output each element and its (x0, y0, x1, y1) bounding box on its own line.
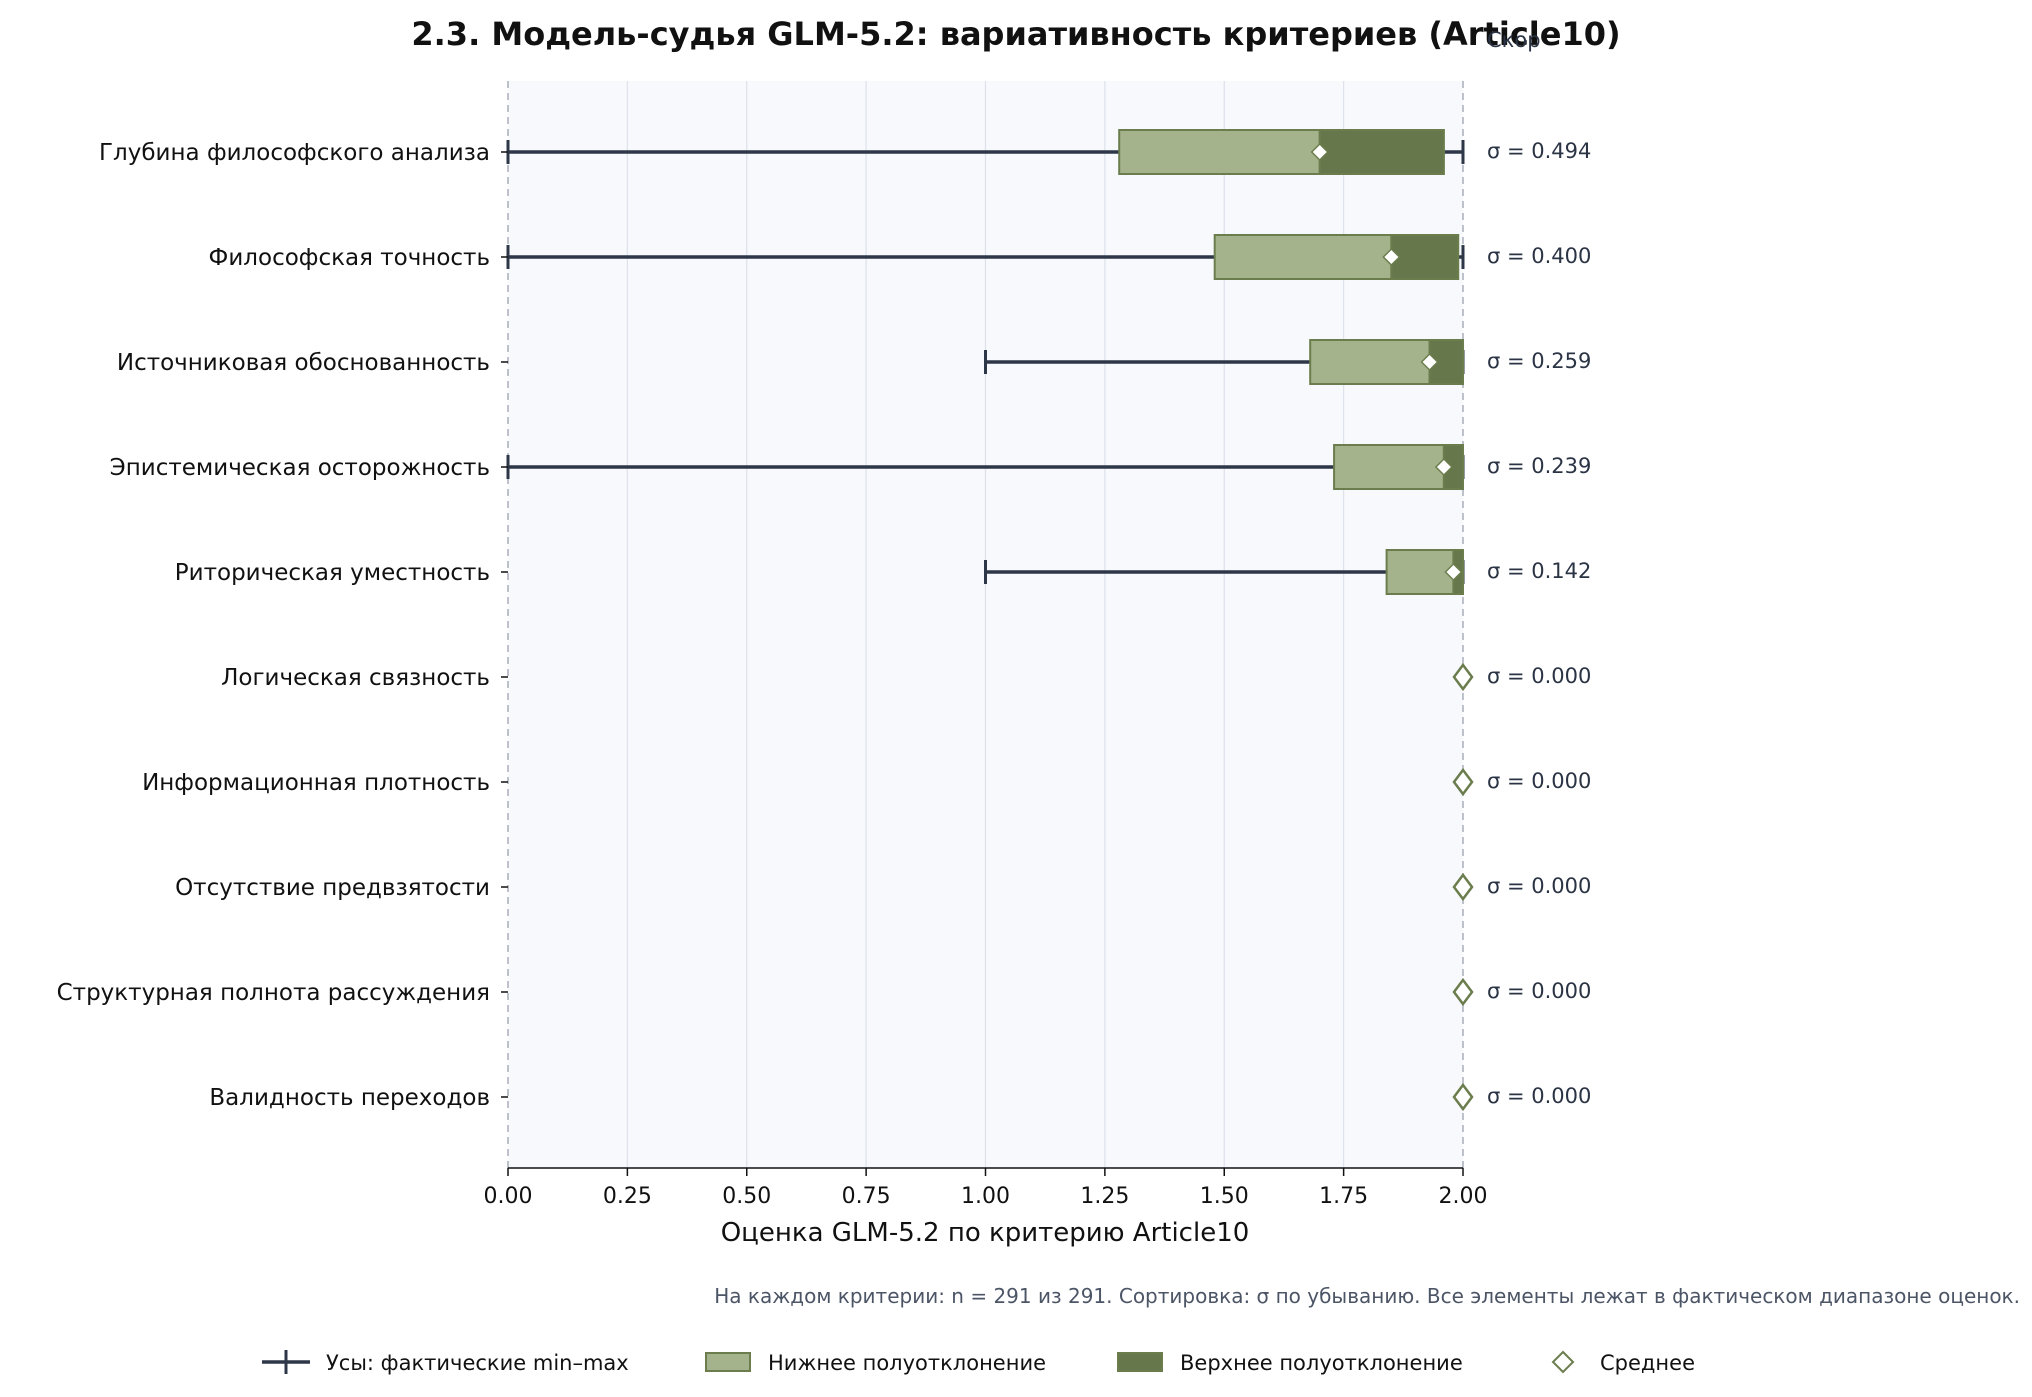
category-label: Информационная плотность (142, 770, 490, 796)
lower-semideviation-box (1333, 444, 1445, 490)
mean-marker (1452, 1082, 1474, 1112)
lower-semideviation-box (1385, 549, 1455, 595)
category-label: Глубина философского анализа (99, 140, 490, 166)
category-label: Эпистемическая осторожность (110, 455, 490, 481)
mean-marker (1310, 142, 1329, 162)
legend-label: Верхнее полуотклонение (1180, 1351, 1463, 1375)
x-tick-label: 0.00 (484, 1184, 533, 1209)
x-tick-label: 1.50 (1200, 1184, 1249, 1209)
x-tick-label: 0.50 (722, 1184, 771, 1209)
sigma-label: σ = 0.000 (1487, 664, 1591, 688)
sigma-label: σ = 0.239 (1487, 454, 1591, 478)
lower-semideviation-box (1213, 234, 1393, 280)
x-tick-label: 1.75 (1319, 1184, 1368, 1209)
legend-label: Нижнее полуотклонение (768, 1351, 1046, 1375)
mean-marker (1452, 872, 1474, 902)
sigma-label: σ = 0.000 (1487, 979, 1591, 1003)
category-label: Логическая связность (221, 665, 490, 691)
category-label: Риторическая уместность (175, 560, 490, 586)
upper-semideviation-box (1318, 129, 1445, 175)
x-tick-label: 1.25 (1080, 1184, 1129, 1209)
category-label: Структурная полнота рассуждения (57, 980, 490, 1006)
x-tick-label: 2.00 (1439, 1184, 1488, 1209)
sigma-labels: σ = 0.494 σ = 0.400 σ = 0.259 σ = 0.239 σ = … (1487, 139, 1591, 1108)
x-axis: 0.00 0.25 0.50 0.75 1.00 1.25 1.50 1.75 2.00 (484, 1167, 1488, 1209)
corner-label: Скор (1487, 28, 1541, 52)
x-tick-label: 1.00 (961, 1184, 1010, 1209)
mean-marker (1452, 767, 1474, 797)
category-label: Отсутствие предвзятости (175, 875, 490, 901)
legend: Усы: фактические min–max Нижнее полуоткло… (262, 1350, 1695, 1375)
sigma-label: σ = 0.000 (1487, 1084, 1591, 1108)
category-label: Валидность переходов (209, 1085, 490, 1111)
sigma-label: σ = 0.000 (1487, 874, 1591, 898)
legend-upper-swatch (1117, 1352, 1163, 1372)
legend-label: Усы: фактические min–max (326, 1351, 629, 1375)
sigma-label: σ = 0.000 (1487, 769, 1591, 793)
category-label: Философская точность (209, 245, 490, 271)
sigma-label: σ = 0.259 (1487, 349, 1591, 373)
mean-marker (1382, 247, 1401, 267)
category-label: Источниковая обоснованность (117, 350, 490, 376)
sigma-label: σ = 0.142 (1487, 559, 1591, 583)
chart-title: 2.3. Модель-судья GLM-5.2: вариативность… (411, 15, 1620, 53)
mean-marker (1452, 662, 1474, 692)
x-axis-label: Оценка GLM-5.2 по критерию Article10 (721, 1218, 1250, 1248)
category-labels: Глубина философского анализа Философская … (57, 140, 508, 1111)
x-tick-label: 0.75 (842, 1184, 891, 1209)
mean-marker (1452, 977, 1474, 1007)
sigma-label: σ = 0.400 (1487, 244, 1591, 268)
legend-label: Среднее (1600, 1351, 1695, 1375)
mean-marker (1434, 457, 1453, 477)
legend-mean-swatch (1551, 1350, 1575, 1374)
data-marks (506, 129, 1474, 1112)
mean-marker (1420, 352, 1439, 372)
lower-semideviation-box (1118, 129, 1321, 175)
lower-semideviation-box (1309, 339, 1431, 385)
sigma-label: σ = 0.494 (1487, 139, 1591, 163)
mean-marker (1444, 562, 1463, 582)
footnote: На каждом критерии: n = 291 из 291. Сорт… (714, 1284, 2020, 1308)
legend-lower-swatch (705, 1352, 751, 1372)
upper-semideviation-box (1390, 234, 1460, 280)
x-tick-label: 0.25 (603, 1184, 652, 1209)
